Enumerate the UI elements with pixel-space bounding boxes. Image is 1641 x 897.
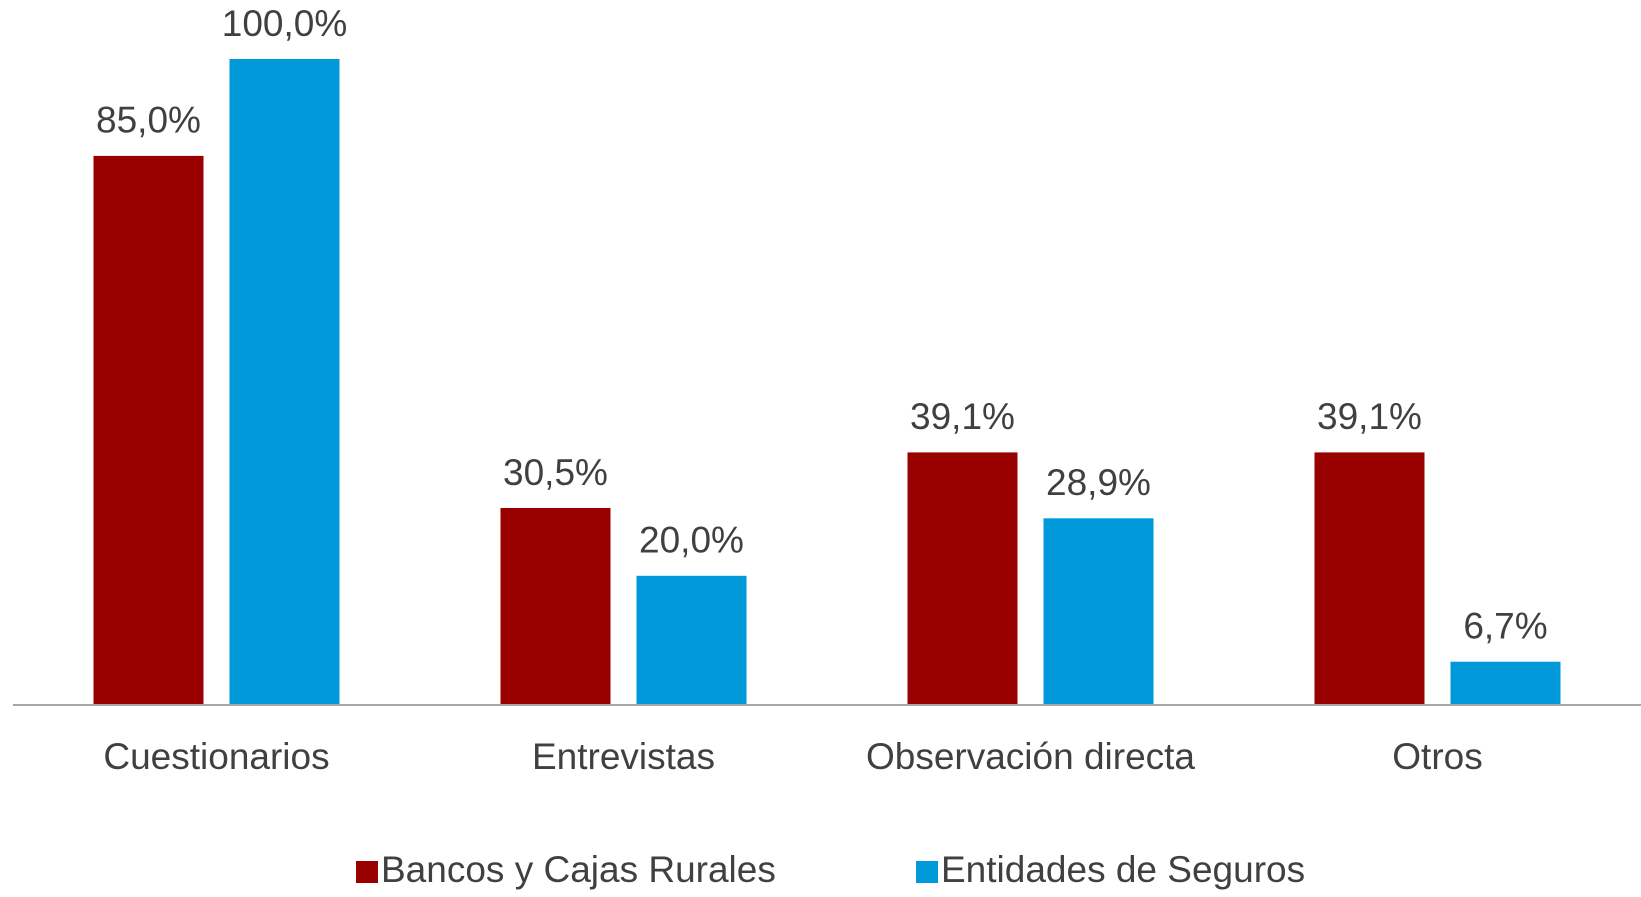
bar (1450, 661, 1561, 705)
bar (907, 452, 1018, 705)
legend-swatch (916, 861, 938, 883)
bar (1043, 518, 1154, 705)
x-tick-label: Observación directa (866, 736, 1195, 777)
value-label: 6,7% (1463, 605, 1547, 646)
bar (229, 59, 340, 705)
value-label: 85,0% (96, 100, 201, 141)
x-tick-label: Entrevistas (532, 736, 715, 777)
value-label: 20,0% (639, 520, 744, 561)
x-tick-label: Cuestionarios (103, 736, 329, 777)
value-label: 28,9% (1046, 462, 1151, 503)
value-label: 30,5% (503, 452, 608, 493)
bar (500, 507, 611, 705)
legend-swatch (356, 861, 378, 883)
value-label: 100,0% (222, 3, 348, 44)
legend-label: Entidades de Seguros (941, 849, 1305, 890)
bar (93, 155, 204, 705)
bar (636, 575, 747, 705)
value-label: 39,1% (1317, 396, 1422, 437)
bar (1314, 452, 1425, 705)
x-tick-label: Otros (1392, 736, 1482, 777)
legend-label: Bancos y Cajas Rurales (381, 849, 776, 890)
value-label: 39,1% (910, 396, 1015, 437)
